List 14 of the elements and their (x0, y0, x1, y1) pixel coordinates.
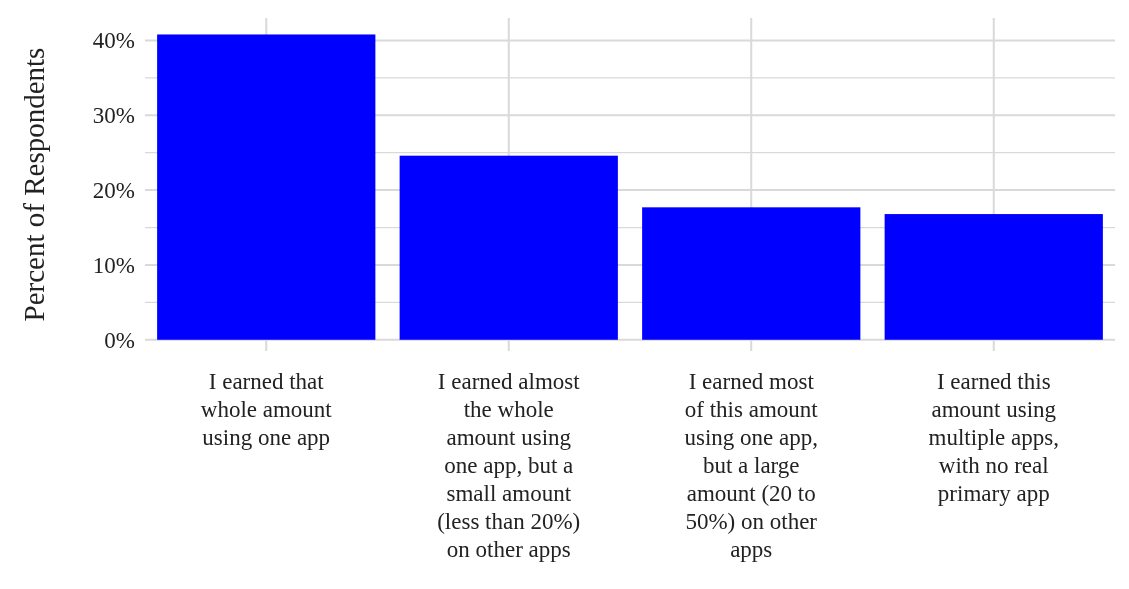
x-tick-label: I earned that whole amount using one app (200, 369, 333, 450)
y-tick-label: 20% (92, 178, 135, 204)
bar (399, 155, 618, 340)
y-tick-label: 30% (92, 103, 135, 129)
y-tick-label: 0% (104, 327, 135, 353)
bar (884, 214, 1103, 340)
y-axis-title: Percent of Respondents (18, 47, 50, 322)
bar (642, 207, 861, 340)
x-tick-label: I earned most of this amount using one app, but a large amount (20 to 50%) on other apps (684, 369, 819, 562)
bar (157, 34, 376, 340)
y-tick-label: 10% (92, 252, 135, 278)
x-tick-label: I earned this amount using multiple apps, with no real primary app (928, 369, 1059, 506)
y-tick-label: 40% (92, 28, 135, 54)
x-tick-label: I earned almost the whole amount using one app, but a small amount (less than 20%) on other apps (437, 369, 581, 562)
